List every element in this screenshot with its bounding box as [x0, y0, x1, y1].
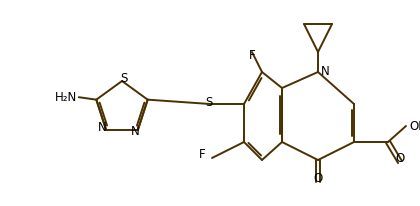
Text: N: N — [320, 64, 329, 77]
Text: H₂N: H₂N — [55, 91, 77, 104]
Text: F: F — [249, 48, 255, 62]
Text: OH: OH — [409, 119, 420, 132]
Text: N: N — [131, 125, 139, 138]
Text: N: N — [98, 121, 107, 134]
Text: S: S — [205, 96, 213, 109]
Text: O: O — [313, 172, 323, 185]
Text: O: O — [395, 152, 404, 165]
Text: F: F — [199, 149, 205, 162]
Text: S: S — [120, 71, 128, 84]
